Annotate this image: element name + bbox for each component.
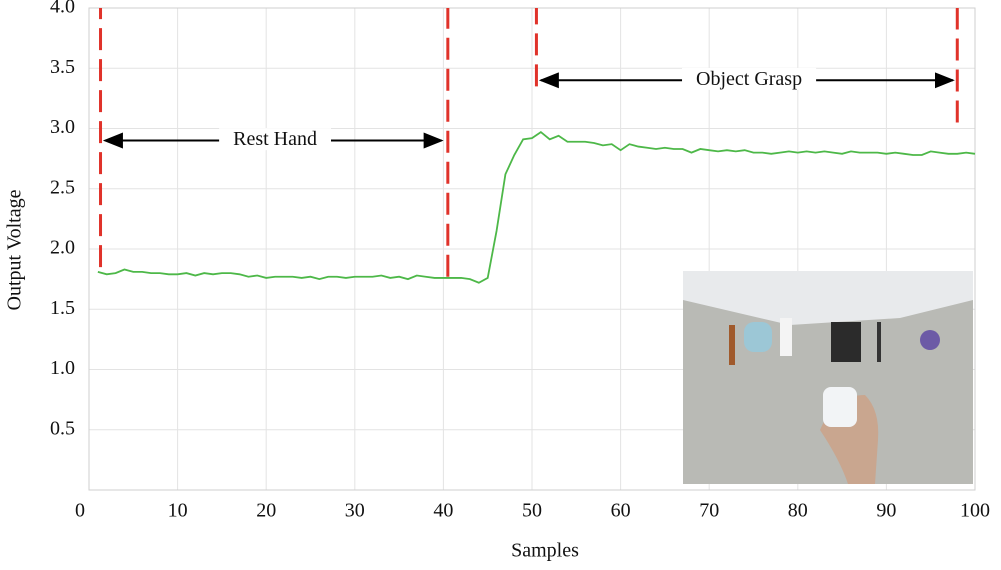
annotation-text: Rest Hand bbox=[233, 128, 317, 150]
y-tick-label: 1.0 bbox=[50, 357, 75, 379]
y-axis-label: Output Voltage bbox=[4, 189, 26, 310]
photo-cup bbox=[823, 387, 857, 427]
y-tick-label: 2.0 bbox=[50, 237, 75, 259]
y-tick-label: 3.5 bbox=[50, 56, 75, 78]
x-tick-label: 100 bbox=[960, 500, 990, 522]
x-tick-label: 60 bbox=[611, 500, 631, 522]
x-tick-label: 70 bbox=[699, 500, 719, 522]
inset-photo bbox=[683, 271, 973, 484]
x-tick-label: 40 bbox=[433, 500, 453, 522]
annotation-background bbox=[219, 128, 332, 151]
photo-pen bbox=[877, 322, 881, 362]
annotation-text: Object Grasp bbox=[696, 68, 802, 90]
x-tick-label: 0 bbox=[75, 500, 85, 522]
photo-tool bbox=[729, 325, 735, 365]
photo-bottle bbox=[780, 318, 792, 356]
x-tick-label: 30 bbox=[345, 500, 365, 522]
photo-ball bbox=[920, 330, 940, 350]
x-tick-label: 90 bbox=[876, 500, 896, 522]
photo-wall bbox=[683, 271, 973, 325]
x-tick-label: 20 bbox=[256, 500, 276, 522]
y-tick-label: 2.5 bbox=[50, 176, 75, 198]
y-tick-label: 4.0 bbox=[50, 0, 75, 18]
x-axis-label: Samples bbox=[511, 540, 579, 562]
data-line bbox=[97, 130, 976, 284]
photo-bowl bbox=[744, 322, 772, 352]
x-tick-label: 50 bbox=[522, 500, 542, 522]
x-tick-label: 80 bbox=[788, 500, 808, 522]
annotation-background bbox=[682, 67, 817, 90]
photo-box bbox=[831, 322, 861, 362]
y-tick-label: 3.0 bbox=[50, 116, 75, 138]
x-tick-label: 10 bbox=[168, 500, 188, 522]
plot-frame bbox=[88, 7, 976, 491]
y-tick-label: 1.5 bbox=[50, 297, 75, 319]
y-tick-label: 0.5 bbox=[50, 417, 75, 439]
